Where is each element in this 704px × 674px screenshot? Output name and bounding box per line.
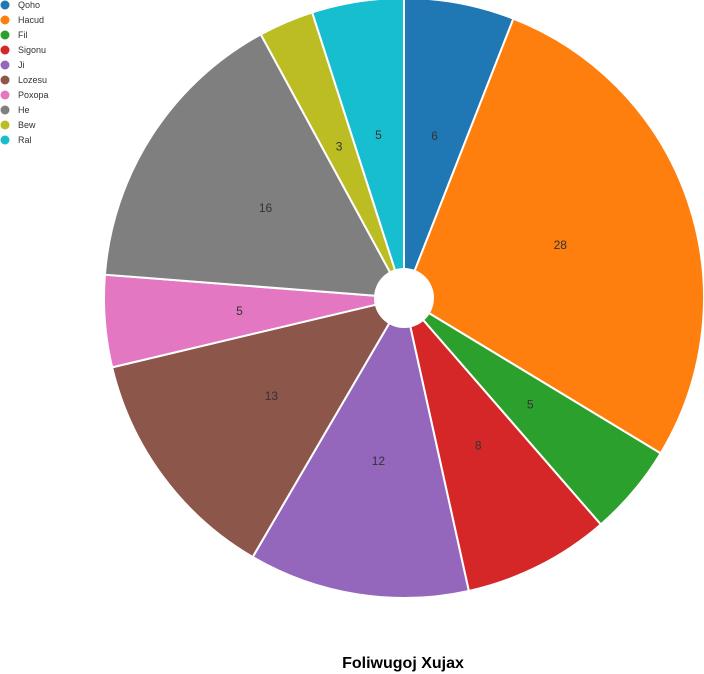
chart-title: Foliwugoj Xujax (342, 655, 464, 672)
donut-hole (374, 268, 434, 328)
legend: Qoho Hacud Fil Sigonu Ji Lozesu Poxopa He Bew Ral (0, 0, 49, 145)
pie-slice-ral[interactable] (310, 0, 405, 299)
legend-label: Lozesu (18, 75, 47, 85)
legend-item-hacud[interactable]: Hacud (0, 15, 45, 25)
pie-slice-he[interactable] (103, 33, 406, 300)
legend-label: Hacud (18, 15, 44, 25)
slice-value-label: 12 (372, 454, 386, 468)
pie-slice-lozesu[interactable] (110, 296, 407, 559)
legend-label: Sigonu (18, 45, 46, 55)
legend-swatch (0, 75, 10, 85)
legend-label: He (18, 105, 30, 115)
legend-label: Ral (18, 135, 32, 145)
slice-value-label: 13 (265, 389, 279, 403)
pie-slice-hacud[interactable] (402, 17, 704, 455)
slice-value-label: 5 (236, 304, 243, 318)
legend-swatch (0, 30, 10, 40)
legend-swatch (0, 15, 10, 25)
legend-swatch (0, 120, 10, 130)
legend-swatch (0, 135, 10, 145)
legend-item-ral[interactable]: Ral (0, 135, 32, 145)
legend-item-sigonu[interactable]: Sigonu (0, 45, 47, 55)
legend-item-lozesu[interactable]: Lozesu (0, 75, 48, 85)
legend-swatch (0, 90, 10, 100)
slice-value-label: 16 (259, 201, 273, 215)
pie-slices (103, 0, 704, 599)
legend-swatch (0, 105, 10, 115)
legend-item-poxopa[interactable]: Poxopa (0, 90, 49, 100)
slice-value-label: 8 (475, 438, 482, 452)
legend-item-qoho[interactable]: Qoho (0, 0, 41, 10)
slice-value-label: 5 (527, 397, 534, 411)
legend-label: Fil (18, 30, 28, 40)
legend-swatch (0, 45, 10, 55)
legend-label: Ji (18, 60, 25, 70)
slice-value-label: 5 (375, 128, 382, 142)
slice-value-label: 3 (336, 139, 343, 153)
legend-item-he[interactable]: He (0, 105, 30, 115)
legend-item-fil[interactable]: Fil (0, 30, 28, 40)
legend-swatch (0, 60, 10, 70)
slice-value-label: 6 (431, 129, 438, 143)
legend-item-ji[interactable]: Ji (0, 60, 25, 70)
legend-swatch (0, 0, 10, 10)
legend-label: Poxopa (18, 90, 49, 100)
slice-labels: 6 28 5 8 12 13 5 16 3 5 (236, 128, 567, 468)
legend-label: Bew (18, 120, 36, 130)
legend-label: Qoho (18, 0, 40, 10)
pie-slice-ji[interactable] (251, 295, 471, 599)
legend-item-bew[interactable]: Bew (0, 120, 37, 130)
slice-value-label: 28 (554, 238, 568, 252)
